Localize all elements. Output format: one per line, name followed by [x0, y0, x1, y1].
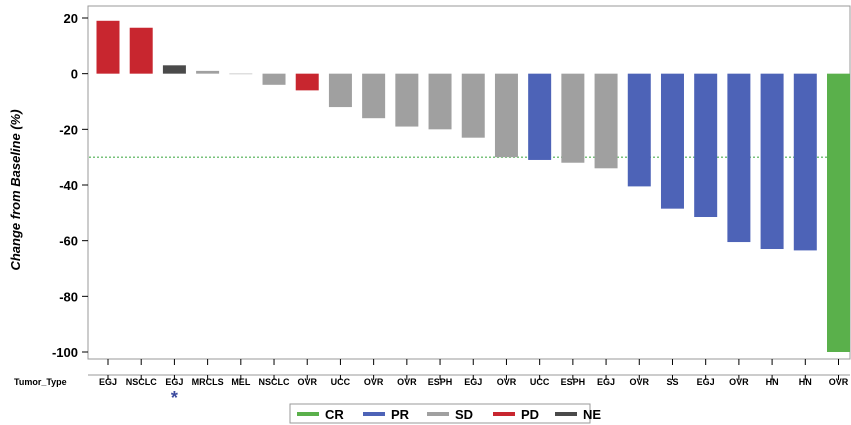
- annotation-asterisk: *: [171, 388, 178, 408]
- y-tick-label: 0: [71, 67, 78, 82]
- bar: [162, 65, 186, 74]
- bar: [627, 73, 651, 187]
- bar: [229, 73, 253, 75]
- bar: [760, 73, 784, 250]
- category-label: EGJ: [99, 377, 117, 387]
- legend-label: SD: [455, 407, 473, 422]
- category-label: EGJ: [464, 377, 482, 387]
- bar: [694, 73, 718, 218]
- category-label: UCC: [530, 377, 550, 387]
- bar: [561, 73, 585, 163]
- bar: [262, 73, 286, 85]
- bar: [494, 73, 518, 158]
- category-label: OVR: [364, 377, 384, 387]
- category-label: OVR: [829, 377, 849, 387]
- bar: [660, 73, 684, 209]
- category-label: EGJ: [697, 377, 715, 387]
- category-label: HN: [799, 377, 812, 387]
- y-tick-label: 20: [64, 11, 78, 26]
- category-label: ESPH: [561, 377, 586, 387]
- y-tick-label: -80: [59, 289, 78, 304]
- bar: [827, 73, 850, 353]
- y-tick-label: -60: [59, 234, 78, 249]
- category-label: ESPH: [428, 377, 453, 387]
- y-tick-label: -20: [59, 122, 78, 137]
- legend-label: CR: [325, 407, 344, 422]
- bar: [793, 73, 817, 251]
- category-label: OVR: [397, 377, 417, 387]
- y-tick-label: -40: [59, 178, 78, 193]
- category-label: SS: [666, 377, 678, 387]
- bar: [428, 73, 452, 130]
- bar: [395, 73, 419, 127]
- bar: [129, 27, 153, 74]
- y-tick-label: -100: [52, 345, 78, 360]
- bar: [461, 73, 485, 138]
- annotations-group: *: [171, 388, 178, 408]
- bar: [196, 70, 220, 74]
- legend-label: PD: [521, 407, 539, 422]
- category-label: EGJ: [597, 377, 615, 387]
- category-label: OVR: [729, 377, 749, 387]
- legend-label: NE: [583, 407, 601, 422]
- bar: [594, 73, 618, 169]
- bar: [295, 73, 319, 91]
- bar: [362, 73, 386, 119]
- legend: CR PR SD PD NE: [289, 403, 601, 424]
- category-label: NSCLC: [126, 377, 157, 387]
- category-label: HN: [766, 377, 779, 387]
- bar: [328, 73, 352, 108]
- category-label: NSCLC: [259, 377, 290, 387]
- y-axis-label: Change from Baseline (%): [8, 109, 23, 270]
- bar: [727, 73, 751, 243]
- category-row-label: Tumor_Type: [14, 377, 67, 387]
- y-axis: 20 0 -20 -40 -60 -80 -100: [52, 11, 88, 360]
- category-label: OVR: [497, 377, 517, 387]
- category-row: Tumor_Type EGJ NSCLC EGJ MRCLS MEL NSCLC OVR UC…: [14, 359, 850, 387]
- category-label: MEL: [231, 377, 251, 387]
- category-label: OVR: [630, 377, 650, 387]
- category-label: MRCLS: [192, 377, 224, 387]
- legend-label: PR: [391, 407, 410, 422]
- category-label: EGJ: [165, 377, 183, 387]
- bar: [96, 20, 120, 74]
- bars-group: [96, 20, 850, 353]
- category-label: UCC: [331, 377, 351, 387]
- category-label: OVR: [297, 377, 317, 387]
- bar: [528, 73, 552, 160]
